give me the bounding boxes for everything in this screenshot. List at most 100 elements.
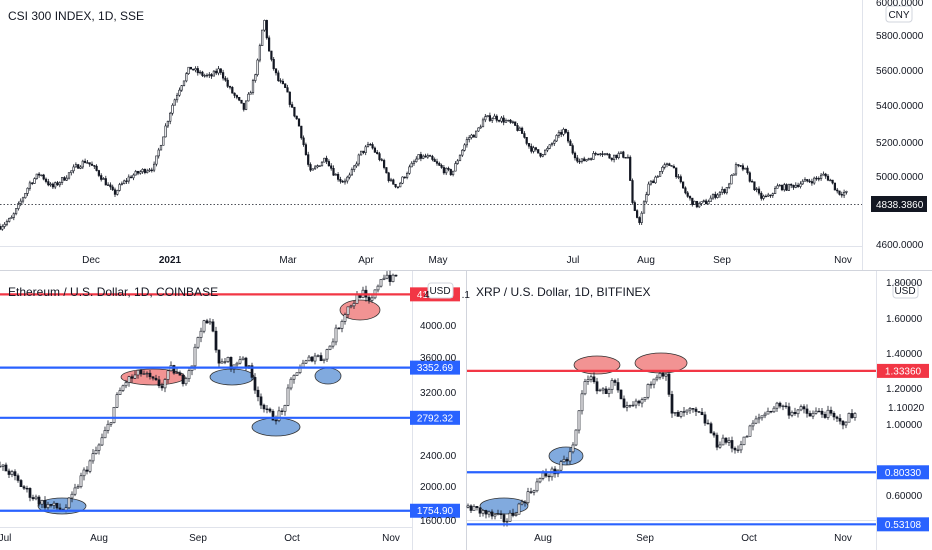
csi-currency-button[interactable] (885, 5, 913, 23)
candle-body-67 (199, 330, 203, 338)
candle-body-355 (815, 177, 818, 180)
candle-body-117 (267, 37, 271, 52)
candle-body-87 (259, 396, 263, 406)
xrp-resistance-ellipse-aug (573, 355, 621, 375)
candle-body-11 (24, 193, 27, 199)
candle-body-106 (242, 102, 245, 110)
candle-body-65 (661, 373, 665, 377)
candle-body-52 (622, 398, 626, 408)
candle-body-51 (619, 389, 623, 400)
candle-body-4 (10, 471, 14, 475)
eth-currency-button[interactable] (427, 282, 454, 299)
candle-body-4 (478, 507, 482, 514)
candle-body-10 (496, 513, 500, 515)
candle-body-296 (679, 176, 682, 183)
candle-body-33 (97, 444, 101, 451)
candle-body-190 (435, 161, 439, 164)
csi-tick-4600: 4600.0000 (876, 240, 924, 251)
candle-body-134 (307, 154, 310, 165)
candle-body-206 (472, 134, 475, 138)
candle-body-25 (541, 472, 545, 479)
candle-body-346 (794, 184, 797, 188)
candle-body-121 (277, 72, 280, 81)
candle-body-132 (302, 137, 305, 145)
candle-body-356 (817, 178, 820, 180)
candle-body-41 (121, 385, 125, 391)
candle-body-202 (463, 144, 466, 151)
candle-body-44 (130, 376, 134, 379)
candle-body-21 (529, 491, 533, 493)
candle-body-110 (796, 409, 800, 415)
candle-body-112 (802, 406, 806, 410)
candle-body-105 (240, 99, 243, 104)
candle-body-24 (538, 478, 542, 483)
candle-body-334 (767, 194, 770, 197)
candle-body-133 (304, 144, 308, 155)
candle-body-81 (241, 357, 245, 360)
candle-body-116 (814, 410, 818, 414)
csi-tick-apr: Apr (358, 255, 374, 266)
candle-body-177 (405, 173, 409, 178)
candle-body-76 (226, 357, 230, 362)
candle-body-195 (447, 167, 450, 170)
candle-body-359 (824, 173, 827, 177)
candle-body-357 (819, 174, 823, 179)
eth-tick-3200: 3200.00 (420, 388, 457, 399)
xrp-currency-button[interactable] (892, 282, 919, 299)
candle-body-40 (90, 163, 94, 166)
candle-body-30 (67, 172, 71, 179)
eth-tick-4000: 4000.00 (420, 321, 457, 332)
candle-body-203 (465, 139, 469, 146)
eth-support-ellipse-sep (209, 368, 255, 386)
candle-body-264 (606, 153, 609, 155)
candle-body-175 (401, 176, 404, 184)
xrp-tick-120: 1.20000 (886, 384, 923, 395)
csi-price-axis: 4600.0000 5000.0000 5200.0000 5400.0000 … (876, 0, 924, 251)
candle-body-255 (585, 159, 588, 162)
candle-body-213 (488, 115, 492, 121)
candle-body-109 (325, 349, 329, 360)
candle-body-273 (626, 156, 630, 159)
candle-body-0 (466, 505, 470, 508)
xrp-tick-sep: Sep (636, 533, 654, 544)
candle-body-236 (541, 154, 544, 157)
candle-body-106 (316, 355, 320, 357)
candle-body-304 (698, 203, 701, 208)
candle-body-246 (564, 128, 567, 133)
candle-body-67 (667, 373, 671, 395)
candle-body-118 (352, 303, 356, 307)
candle-body-59 (643, 396, 647, 400)
candle-body-14 (40, 500, 44, 505)
candle-body-102 (233, 92, 236, 96)
candle-body-45 (601, 388, 605, 391)
candle-body-15 (33, 178, 36, 184)
candle-body-65 (193, 346, 197, 367)
candle-body-285 (654, 176, 657, 184)
xrp-levels: 1.33360 0.80330 0.53108 (467, 363, 929, 532)
level-tag-text-1.33360: 1.33360 (885, 366, 922, 377)
candle-body-228 (523, 133, 526, 138)
candle-body-79 (703, 414, 707, 424)
candle-body-52 (154, 377, 158, 381)
candle-body-230 (527, 143, 531, 147)
candle-body-54 (628, 404, 632, 407)
candle-body-112 (334, 327, 338, 343)
eth-resistance-ellipse-oct (339, 299, 381, 321)
csi-panel: CSI 300 INDEX, 1D, SSE CNY 4600.0000 500… (0, 0, 927, 266)
candle-body-19 (55, 502, 59, 509)
candle-body-20 (44, 178, 48, 182)
candle-body-150 (343, 180, 347, 183)
candle-body-41 (589, 376, 593, 380)
candle-body-126 (844, 421, 848, 426)
candle-body-248 (569, 140, 572, 146)
candle-body-101 (231, 87, 234, 94)
candle-body-350 (803, 179, 807, 182)
candle-body-13 (505, 520, 509, 523)
candle-body-365 (838, 190, 841, 195)
candle-body-115 (263, 20, 266, 31)
candle-body-36 (574, 429, 578, 446)
candle-body-198 (454, 163, 457, 172)
candle-body-99 (763, 413, 767, 417)
candle-body-38 (86, 162, 89, 164)
candle-body-330 (757, 188, 761, 194)
